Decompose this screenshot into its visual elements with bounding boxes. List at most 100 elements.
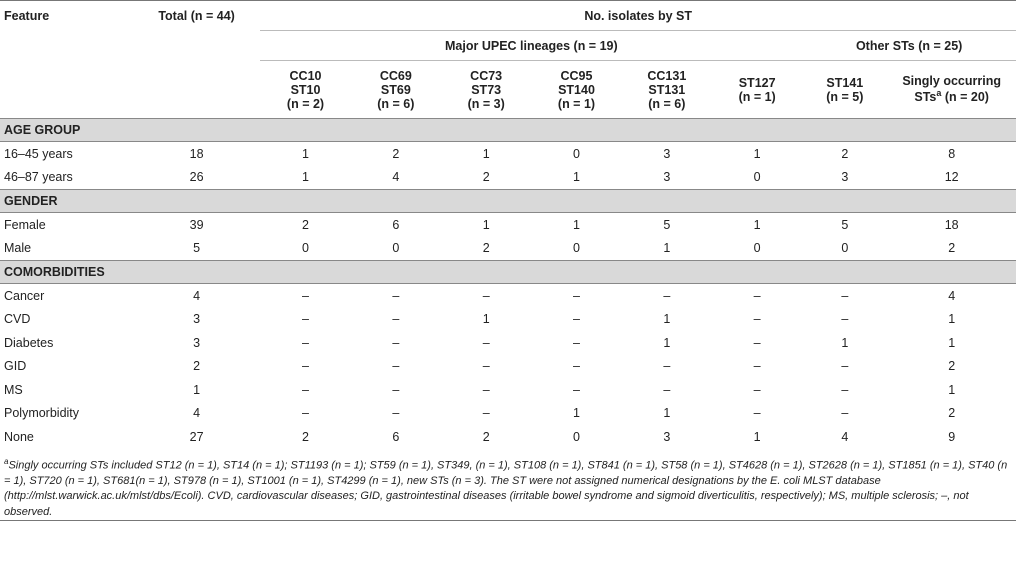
table-cell: – <box>482 359 490 374</box>
st-column-header-line: (n = 6) <box>648 96 686 111</box>
table-cell: – <box>753 312 761 327</box>
table-cell: 1 <box>753 217 761 232</box>
table-cell: – <box>482 335 490 350</box>
row-label: None <box>4 429 34 444</box>
st-column-header-line: CC95 <box>560 68 593 83</box>
row-label: 16–45 years <box>4 146 73 161</box>
table-cell: – <box>392 359 400 374</box>
st-column-header: CC73 ST73 (n = 3) <box>441 61 531 119</box>
table-cell: – <box>753 359 761 374</box>
table-cell: – <box>841 359 849 374</box>
table-cell: 12 <box>944 170 959 185</box>
table-cell: 1 <box>753 429 761 444</box>
table-cell: 2 <box>948 241 956 256</box>
table-cell: 1 <box>482 217 490 232</box>
st-column-header-line: (n = 1) <box>557 96 596 111</box>
table-cell: – <box>663 382 671 397</box>
st-column-header-line: ST10 <box>290 82 321 97</box>
table-cell: 1 <box>573 217 580 232</box>
st-column-header: CC131 ST131 (n = 6) <box>622 61 712 119</box>
st-column-header: CC69 ST69 (n = 6) <box>351 61 441 119</box>
table-cell: 0 <box>392 241 400 256</box>
row-label: Female <box>4 217 46 232</box>
table-cell: 2 <box>948 406 956 421</box>
table-cell: 2 <box>482 241 490 256</box>
table-cell: 1 <box>482 312 490 327</box>
table-cell: 0 <box>573 429 580 444</box>
table-cell: – <box>663 288 671 303</box>
section-title: AGE GROUP <box>0 118 1016 142</box>
row-label: Cancer <box>4 288 45 303</box>
table-row: Diabetes 3 – – – – 1 – 1 1 <box>0 331 1016 355</box>
table-cell: 0 <box>302 241 309 256</box>
table-cell: 1 <box>663 241 671 256</box>
table-cell: – <box>482 406 490 421</box>
st-column-header-line: ST73 <box>471 82 502 97</box>
table-cell: 1 <box>573 170 580 185</box>
table-cell: 0 <box>841 241 849 256</box>
table-row: MS 1 – – – – – – – 1 <box>0 378 1016 402</box>
section-title: COMORBIDITIES <box>0 260 1016 284</box>
row-label: GID <box>4 359 27 374</box>
st-column-header: ST141 (n = 5) <box>802 61 887 119</box>
table-cell: 18 <box>944 217 959 232</box>
st-column-header-line: CC73 <box>470 68 503 83</box>
st-column-header-line: ST131 <box>648 82 686 97</box>
table-cell: – <box>302 312 309 327</box>
table-cell: 6 <box>392 217 400 232</box>
table-cell: – <box>392 312 400 327</box>
table-cell: 4 <box>193 288 201 303</box>
table-cell: 3 <box>663 170 671 185</box>
row-label: 46–87 years <box>4 170 73 185</box>
row-label: Polymorbidity <box>4 406 80 421</box>
table-cell: – <box>573 312 580 327</box>
section-row: GENDER <box>0 189 1016 213</box>
st-column-header-line: (n = 6) <box>377 96 415 111</box>
table-cell: 2 <box>302 217 309 232</box>
table-cell: – <box>841 312 849 327</box>
table-cell: 9 <box>948 429 956 444</box>
table-cell: 1 <box>573 406 580 421</box>
footnote-text: Singly occurring STs included ST12 (n = … <box>4 459 1008 518</box>
table-cell: 27 <box>189 429 204 444</box>
table-cell: – <box>753 406 761 421</box>
table-cell: 4 <box>948 288 956 303</box>
table-cell: 6 <box>392 429 400 444</box>
table-cell: 3 <box>663 146 671 161</box>
table-cell: 1 <box>753 146 761 161</box>
table-cell: – <box>841 406 849 421</box>
table-cell: 2 <box>392 146 400 161</box>
table-cell: 4 <box>841 429 849 444</box>
table-cell: 2 <box>302 429 309 444</box>
table-cell: 2 <box>193 359 201 374</box>
table-cell: 2 <box>841 146 849 161</box>
footnote: aSingly occurring STs included ST12 (n =… <box>0 449 1016 522</box>
table-cell: 1 <box>193 382 201 397</box>
table-cell: 1 <box>948 335 956 350</box>
st-column-header-line: ST127 <box>738 75 776 90</box>
st-column-header-line: ST69 <box>380 82 411 97</box>
table-cell: – <box>573 335 580 350</box>
isolates-header: No. isolates by ST <box>260 0 1016 31</box>
table-cell: – <box>663 359 671 374</box>
st-column-header-line: (n = 20) <box>941 90 989 105</box>
table-cell: 0 <box>753 170 761 185</box>
st-column-header-line: Singly occurring <box>902 74 1001 89</box>
table-cell: – <box>573 382 580 397</box>
table-row: Male 5 0 0 2 0 1 0 0 2 <box>0 237 1016 261</box>
st-column-header-line: CC69 <box>379 68 412 83</box>
st-table: Feature Total (n = 44) No. isolates by S… <box>0 0 1016 449</box>
table-cell: 26 <box>189 170 204 185</box>
table-cell: – <box>573 288 580 303</box>
st-column-header-line: ST140 <box>558 82 595 97</box>
st-column-header-line: CC131 <box>647 68 687 83</box>
table-row: None 27 2 6 2 0 3 1 4 9 <box>0 425 1016 449</box>
st-column-header: Singly occurring STsa (n = 20) <box>887 61 1016 119</box>
table-cell: 0 <box>753 241 761 256</box>
row-label: Male <box>4 241 32 256</box>
st-column-header-line: (n = 3) <box>467 96 505 111</box>
table-cell: – <box>302 382 309 397</box>
table-cell: 5 <box>663 217 671 232</box>
table-cell: 0 <box>573 146 580 161</box>
section-title: GENDER <box>0 189 1016 213</box>
